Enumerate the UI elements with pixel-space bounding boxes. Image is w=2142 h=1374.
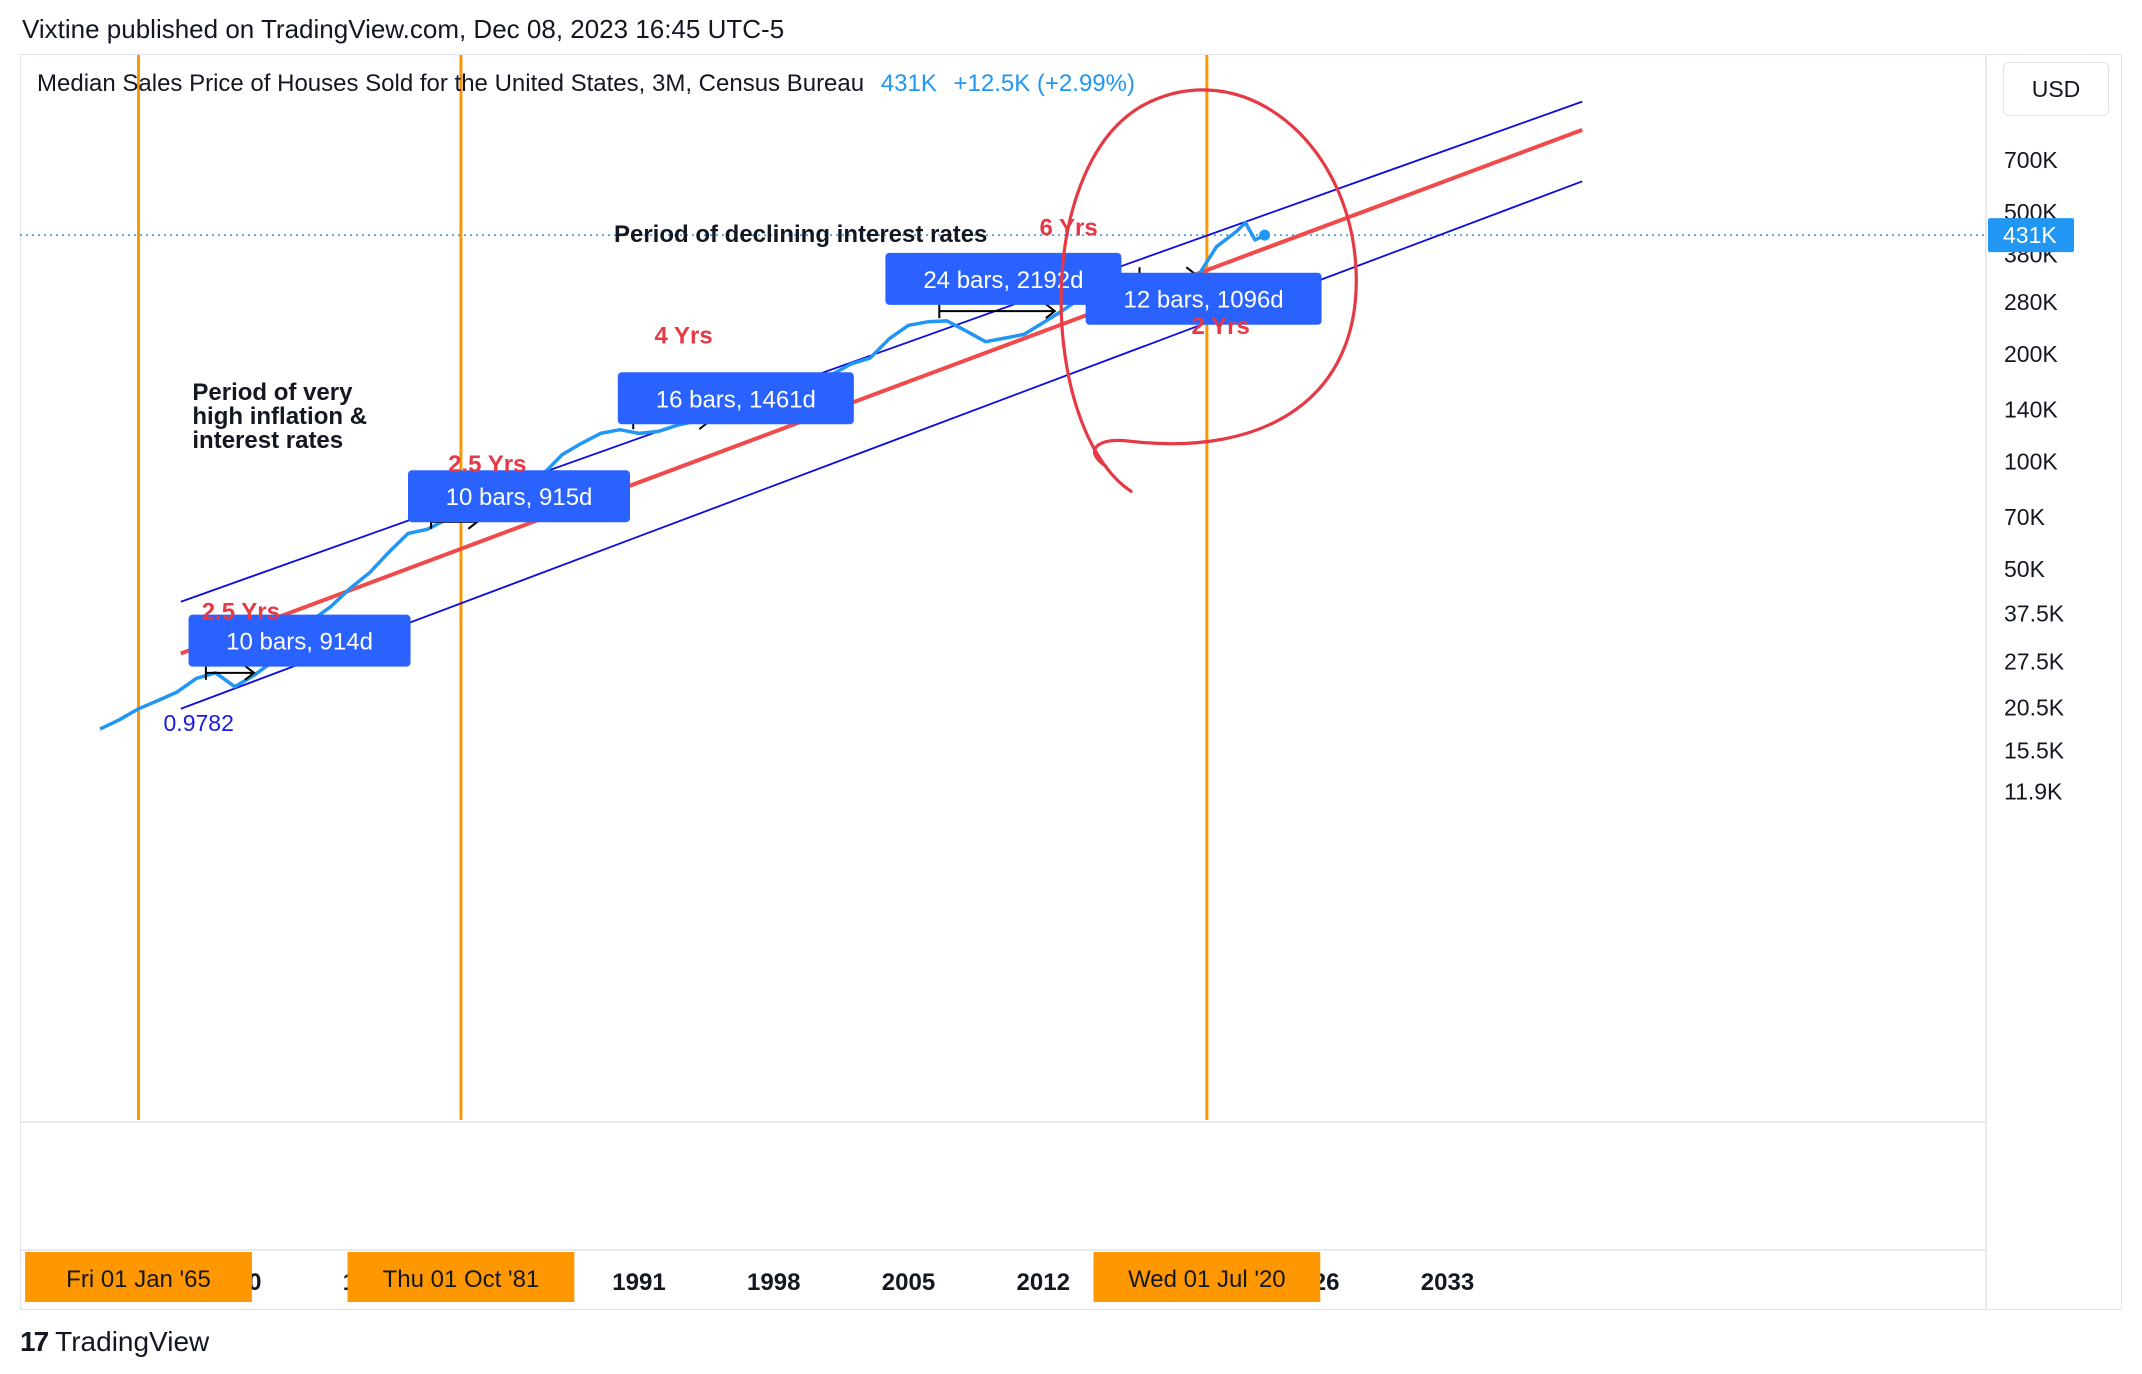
date-marker-label: Thu 01 Oct '81 [383, 1266, 540, 1293]
tradingview-brand: TradingView [55, 1326, 210, 1357]
arrow-head [244, 665, 256, 681]
x-tick-label: 1991 [612, 1269, 665, 1296]
range-badge-bg [408, 470, 630, 523]
annotation-declining-rates: Period of declining interest rates [614, 221, 987, 248]
y-tick-label: 700K [2004, 147, 2058, 173]
duration-label: 2.5 Yrs [448, 451, 526, 478]
channel-mid-line [180, 128, 1583, 656]
duration-label: 2 Yrs [1192, 313, 1250, 340]
currency-button[interactable]: USD [2003, 62, 2109, 116]
range-badge-label: 12 bars, 1096d [1124, 287, 1284, 314]
chart-frame [20, 54, 2122, 1310]
x-tick-label: 2012 [1017, 1269, 1070, 1296]
range-badge: 16 bars, 1461d [617, 372, 854, 425]
channel-upper-line [180, 100, 1583, 603]
range-badge-bg [1085, 272, 1322, 325]
range-badge: 10 bars, 914d [188, 614, 411, 667]
date-marker-label: Wed 01 Jul '20 [1128, 1266, 1286, 1293]
x-tick-label: 2033 [1421, 1269, 1474, 1296]
annotation-inflation-line2: high inflation & [192, 403, 367, 430]
y-tick-label: 27.5K [2004, 649, 2065, 675]
duration-label: 2.5 Yrs [202, 599, 280, 626]
last-price-badge: 431K [1988, 218, 2074, 253]
y-tick-label: 100K [2004, 449, 2058, 475]
y-tick-label: 70K [2004, 504, 2046, 530]
legend-price: 431K [880, 70, 937, 97]
date-marker-bg [25, 1252, 252, 1302]
date-range-arrow [938, 303, 1057, 319]
range-badge: 12 bars, 1096d [1085, 272, 1322, 325]
y-tick-label: 50K [2004, 556, 2046, 582]
last-price-dot [1259, 229, 1271, 241]
publish-info: Vixtine published on TradingView.com, De… [22, 14, 785, 44]
y-tick-label: 11.9K [2004, 779, 2063, 805]
date-marker-bg [1093, 1252, 1321, 1302]
date-marker-badge: Fri 01 Jan '65 [25, 1252, 252, 1302]
range-badge-label: 10 bars, 914d [226, 629, 373, 656]
y-tick-label: 20.5K [2004, 694, 2065, 720]
y-tick-label: 15.5K [2004, 738, 2065, 764]
duration-label: 4 Yrs [654, 323, 712, 350]
chart-legend: Median Sales Price of Houses Sold for th… [37, 70, 1135, 98]
x-tick-label: 1998 [747, 1269, 800, 1296]
last-price-badge-label: 431K [2003, 222, 2057, 248]
last-price-badge-bg [1988, 218, 2074, 253]
date-marker-bg [347, 1252, 575, 1302]
range-badge-bg [188, 614, 411, 667]
y-tick-label: 200K [2004, 341, 2058, 367]
x-tick-label: 2005 [882, 1269, 935, 1296]
date-range-arrow [204, 665, 256, 681]
range-badge: 10 bars, 915d [408, 470, 630, 523]
date-marker-badge: Thu 01 Oct '81 [347, 1252, 575, 1302]
tradingview-logo-icon: 17 [20, 1326, 49, 1357]
channel-value-label: 0.9782 [164, 710, 234, 736]
hand-drawn-circle [1059, 88, 1358, 493]
y-tick-label: 37.5K [2004, 601, 2065, 627]
legend-change: +12.5K (+2.99%) [953, 70, 1135, 97]
date-marker-badge: Wed 01 Jul '20 [1093, 1252, 1321, 1302]
annotation-inflation-line1: Period of very [192, 379, 353, 406]
y-tick-label: 140K [2004, 396, 2058, 422]
channel-lower-line [180, 180, 1583, 710]
y-tick-label: 280K [2004, 289, 2058, 315]
annotation-inflation-line3: interest rates [192, 427, 343, 454]
tradingview-footer[interactable]: 17 TradingView [20, 1326, 209, 1358]
range-badge-label: 10 bars, 915d [446, 484, 593, 511]
range-badge-label: 16 bars, 1461d [656, 386, 816, 413]
arrow-head [1045, 303, 1057, 319]
legend-title: Median Sales Price of Houses Sold for th… [37, 70, 865, 97]
date-marker-label: Fri 01 Jan '65 [66, 1266, 211, 1293]
range-badge-bg [617, 372, 854, 425]
range-badge-label: 24 bars, 2192d [923, 267, 1083, 294]
